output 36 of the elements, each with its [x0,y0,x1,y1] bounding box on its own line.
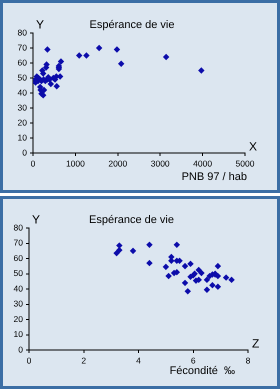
x-tick-label: 4 [136,355,142,366]
x-tick-label: 8 [246,355,251,366]
x-tick-label: 1000 [66,158,86,168]
y-tick-label: 20 [14,314,24,324]
y-tick-label: 10 [18,132,28,142]
y-tick-label: 70 [14,238,24,248]
x-tick-label: 2 [81,355,86,366]
y-tick-label: 20 [18,117,28,128]
y-tick-label: 50 [18,72,28,82]
y-tick-label: 10 [14,329,24,340]
x-tick-label: 0 [30,158,36,168]
y-tick-label: 60 [14,252,24,263]
y-axis-title: Y [36,17,44,32]
x-tick-label: 2000 [108,158,128,168]
y-tick-label: 30 [14,298,24,309]
x-tick-label: 5000 [236,158,255,168]
text: Z [252,336,260,350]
y-tick-label: 0 [22,147,28,158]
y-axis-title: Y [32,212,40,226]
y-tick-label: 30 [18,102,28,112]
x-tick-label: 4000 [193,158,212,168]
x-axis-title: Fécondité ‰ [170,365,235,378]
chart-title: Espérance de vie [90,19,174,32]
x-axis-title: PNB 97 / hab [182,171,247,184]
y-tick-label: 70 [18,42,28,52]
chart-title: Espérance de vie [89,214,174,226]
text: X [249,139,258,154]
y-tick-label: 80 [18,27,28,38]
x-tick-label: 6 [190,355,196,366]
y-tick-label: 40 [14,283,24,294]
y-tick-label: 40 [18,87,28,98]
y-tick-label: 60 [18,57,28,68]
x-tick-label: 3000 [150,158,170,168]
y-tick-label: 0 [18,344,24,354]
y-tick-label: 80 [14,222,24,232]
y-tick-label: 50 [14,268,24,278]
